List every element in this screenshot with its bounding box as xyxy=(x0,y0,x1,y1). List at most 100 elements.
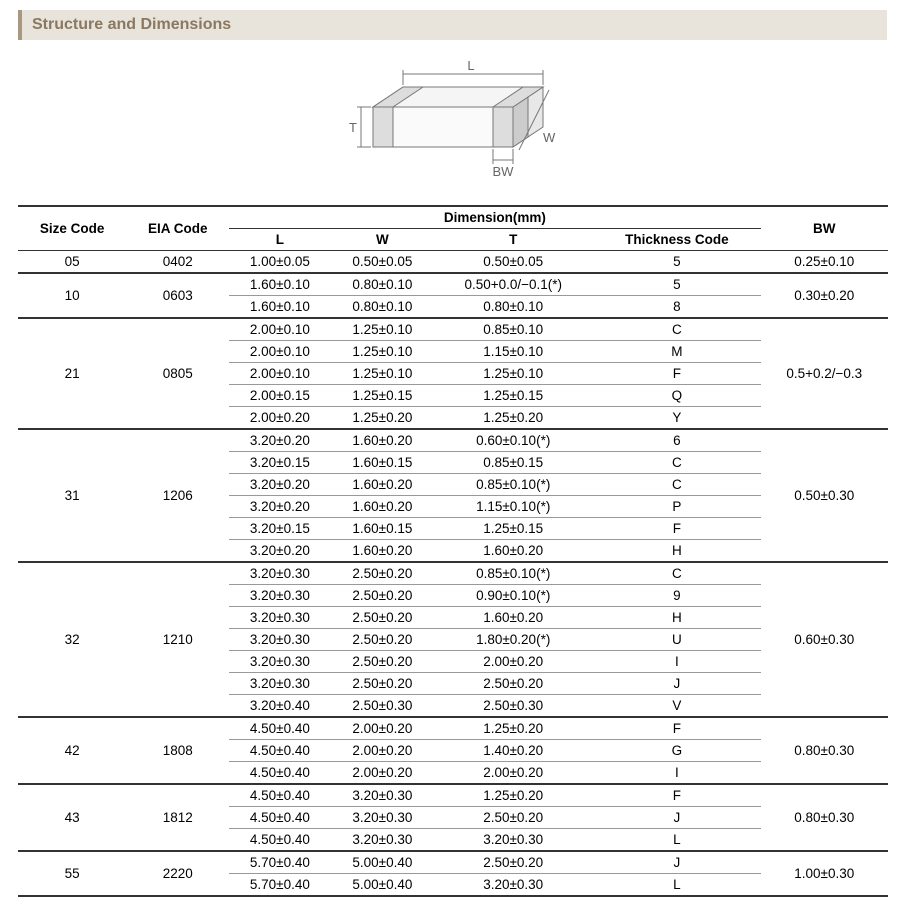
table-row: 4218084.50±0.402.00±0.201.25±0.20F0.80±0… xyxy=(18,717,888,740)
cell-T: 0.85±0.10(*) xyxy=(434,474,593,496)
cell-W: 2.50±0.20 xyxy=(331,629,433,651)
cell-eia-code: 1210 xyxy=(127,562,229,717)
cell-L: 4.50±0.40 xyxy=(229,807,331,829)
cell-T: 3.20±0.30 xyxy=(434,874,593,897)
cell-thickness-code: H xyxy=(593,607,761,629)
cell-thickness-code: I xyxy=(593,651,761,673)
component-diagram: L W T BW xyxy=(0,48,905,205)
cell-thickness-code: C xyxy=(593,474,761,496)
cell-thickness-code: Y xyxy=(593,407,761,430)
cell-thickness-code: J xyxy=(593,673,761,695)
label-BW: BW xyxy=(492,164,514,179)
cell-W: 1.25±0.15 xyxy=(331,385,433,407)
cell-thickness-code: 9 xyxy=(593,585,761,607)
table-row: 2108052.00±0.101.25±0.100.85±0.10C0.5+0.… xyxy=(18,318,888,341)
cell-L: 1.60±0.10 xyxy=(229,273,331,296)
cell-T: 1.40±0.20 xyxy=(434,740,593,762)
cell-W: 0.80±0.10 xyxy=(331,296,433,319)
col-eia-code: EIA Code xyxy=(127,206,229,251)
table-header: Size Code EIA Code Dimension(mm) BW L W … xyxy=(18,206,888,251)
cell-thickness-code: P xyxy=(593,496,761,518)
cell-thickness-code: 8 xyxy=(593,296,761,319)
label-L: L xyxy=(467,58,474,73)
cell-W: 5.00±0.40 xyxy=(331,851,433,874)
cell-T: 1.60±0.20 xyxy=(434,607,593,629)
cell-L: 3.20±0.15 xyxy=(229,518,331,540)
cell-thickness-code: C xyxy=(593,318,761,341)
cell-W: 2.00±0.20 xyxy=(331,717,433,740)
cell-T: 2.50±0.20 xyxy=(434,851,593,874)
cell-size-code: 43 xyxy=(18,784,127,851)
cell-thickness-code: F xyxy=(593,784,761,807)
cell-W: 1.25±0.20 xyxy=(331,407,433,430)
cell-thickness-code: J xyxy=(593,807,761,829)
cell-eia-code: 0805 xyxy=(127,318,229,429)
cell-thickness-code: L xyxy=(593,829,761,852)
cell-T: 0.50±0.05 xyxy=(434,251,593,274)
cell-L: 4.50±0.40 xyxy=(229,740,331,762)
cell-T: 0.85±0.10(*) xyxy=(434,562,593,585)
cell-W: 1.25±0.10 xyxy=(331,341,433,363)
table-body: 0504021.00±0.050.50±0.050.50±0.0550.25±0… xyxy=(18,251,888,897)
col-size-code: Size Code xyxy=(18,206,127,251)
cell-L: 2.00±0.10 xyxy=(229,363,331,385)
cell-thickness-code: M xyxy=(593,341,761,363)
cell-bw: 0.80±0.30 xyxy=(761,717,887,784)
cell-thickness-code: Q xyxy=(593,385,761,407)
cell-W: 3.20±0.30 xyxy=(331,829,433,852)
cell-T: 1.25±0.20 xyxy=(434,717,593,740)
table-row: 3212103.20±0.302.50±0.200.85±0.10(*)C0.6… xyxy=(18,562,888,585)
cell-L: 3.20±0.30 xyxy=(229,585,331,607)
cell-W: 2.00±0.20 xyxy=(331,740,433,762)
cell-L: 3.20±0.30 xyxy=(229,629,331,651)
cell-thickness-code: F xyxy=(593,717,761,740)
cell-T: 2.50±0.20 xyxy=(434,807,593,829)
cell-thickness-code: U xyxy=(593,629,761,651)
cell-thickness-code: V xyxy=(593,695,761,718)
cell-W: 2.00±0.20 xyxy=(331,762,433,785)
col-thickness-code: Thickness Code xyxy=(593,229,761,251)
col-dimension-group: Dimension(mm) xyxy=(229,206,761,229)
cell-L: 2.00±0.10 xyxy=(229,318,331,341)
cell-T: 1.15±0.10(*) xyxy=(434,496,593,518)
cell-L: 2.00±0.15 xyxy=(229,385,331,407)
cell-size-code: 42 xyxy=(18,717,127,784)
cell-T: 1.25±0.10 xyxy=(434,363,593,385)
cell-L: 3.20±0.30 xyxy=(229,607,331,629)
cell-W: 5.00±0.40 xyxy=(331,874,433,897)
cell-eia-code: 2220 xyxy=(127,851,229,896)
cell-thickness-code: H xyxy=(593,540,761,563)
cell-W: 0.50±0.05 xyxy=(331,251,433,274)
section-title: Structure and Dimensions xyxy=(32,16,231,33)
label-T: T xyxy=(349,120,357,135)
cell-T: 2.00±0.20 xyxy=(434,762,593,785)
cell-bw: 0.80±0.30 xyxy=(761,784,887,851)
cell-bw: 0.50±0.30 xyxy=(761,429,887,562)
col-L: L xyxy=(229,229,331,251)
cell-L: 4.50±0.40 xyxy=(229,784,331,807)
cell-T: 0.90±0.10(*) xyxy=(434,585,593,607)
table-row: 5522205.70±0.405.00±0.402.50±0.20J1.00±0… xyxy=(18,851,888,874)
cell-thickness-code: 6 xyxy=(593,429,761,452)
cell-W: 1.60±0.20 xyxy=(331,474,433,496)
cell-L: 5.70±0.40 xyxy=(229,851,331,874)
cell-L: 3.20±0.20 xyxy=(229,474,331,496)
cell-W: 2.50±0.20 xyxy=(331,651,433,673)
cell-T: 1.80±0.20(*) xyxy=(434,629,593,651)
cell-L: 3.20±0.40 xyxy=(229,695,331,718)
cell-T: 1.25±0.15 xyxy=(434,385,593,407)
cell-W: 2.50±0.30 xyxy=(331,695,433,718)
cell-L: 5.70±0.40 xyxy=(229,874,331,897)
cell-W: 1.60±0.20 xyxy=(331,429,433,452)
cell-L: 3.20±0.30 xyxy=(229,651,331,673)
cell-T: 0.80±0.10 xyxy=(434,296,593,319)
cell-size-code: 05 xyxy=(18,251,127,274)
cell-W: 1.25±0.10 xyxy=(331,318,433,341)
col-W: W xyxy=(331,229,433,251)
cell-T: 2.50±0.20 xyxy=(434,673,593,695)
cell-T: 0.50+0.0/−0.1(*) xyxy=(434,273,593,296)
cell-W: 1.25±0.10 xyxy=(331,363,433,385)
cell-T: 0.60±0.10(*) xyxy=(434,429,593,452)
cell-L: 3.20±0.30 xyxy=(229,562,331,585)
cell-T: 1.25±0.15 xyxy=(434,518,593,540)
